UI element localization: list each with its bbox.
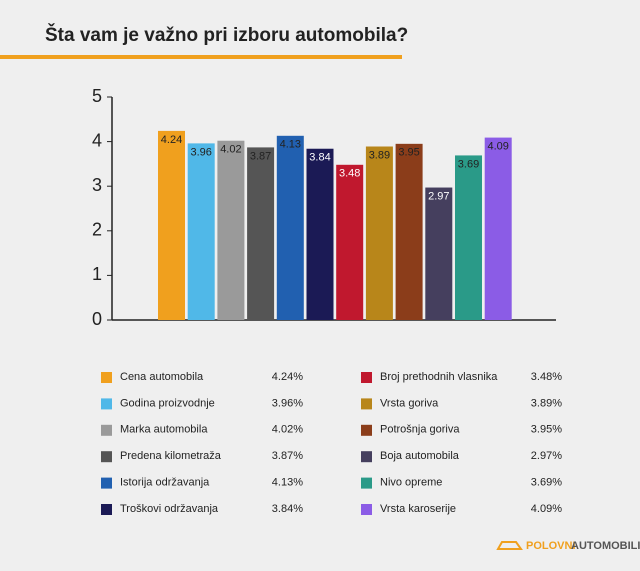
- y-tick-label: 0: [92, 309, 102, 329]
- legend-label: Istorija održavanja: [120, 477, 210, 489]
- legend-label: Troškovi održavanja: [120, 503, 219, 515]
- y-tick-label: 1: [92, 264, 102, 284]
- legend-label: Cena automobila: [120, 371, 204, 383]
- legend-label: Broj prethodnih vlasnika: [380, 371, 498, 383]
- legend-swatch: [101, 504, 112, 515]
- bar: [158, 130, 185, 320]
- legend-value: 3.95%: [531, 424, 562, 436]
- bar: [276, 135, 304, 320]
- legend-label: Vrsta goriva: [380, 397, 439, 409]
- legend-value: 2.97%: [531, 450, 562, 462]
- bar: [306, 148, 334, 320]
- logo: POLOVNI AUTOMOBILI: [496, 540, 640, 552]
- bar-value-label: 4.02: [220, 144, 241, 156]
- legend-value: 3.84%: [272, 503, 303, 515]
- legend-swatch: [361, 477, 372, 489]
- legend-value: 4.02%: [272, 424, 303, 436]
- logo-right: AUTOMOBILI: [571, 540, 640, 552]
- bar: [217, 140, 245, 320]
- title-underline: [0, 55, 402, 59]
- legend-value: 4.09%: [531, 503, 562, 515]
- legend-value: 3.48%: [531, 371, 562, 383]
- y-tick-label: 3: [92, 175, 102, 195]
- bar-value-label: 4.09: [487, 140, 508, 152]
- legend-value: 3.87%: [272, 450, 303, 462]
- legend-swatch: [361, 372, 372, 383]
- legend-value: 4.13%: [272, 477, 303, 489]
- legend-swatch: [361, 398, 372, 410]
- y-tick-label: 4: [92, 130, 102, 150]
- legend-swatch: [101, 451, 112, 463]
- legend-value: 3.89%: [531, 397, 562, 409]
- legend-label: Potrošnja goriva: [380, 424, 460, 436]
- bar: [365, 146, 393, 320]
- legend-swatch: [101, 477, 112, 489]
- legend-label: Marka automobila: [120, 424, 208, 436]
- y-tick-label: 5: [92, 86, 102, 106]
- bar-value-label: 2.97: [428, 190, 449, 202]
- bar-value-label: 3.69: [458, 158, 479, 170]
- bar-value-label: 3.96: [190, 146, 211, 158]
- bar-value-label: 3.89: [369, 149, 390, 161]
- legend-swatch: [361, 424, 372, 436]
- legend-value: 3.69%: [531, 477, 562, 489]
- legend-swatch: [361, 451, 372, 463]
- legend-swatch: [101, 372, 112, 383]
- bar-value-label: 3.48: [339, 168, 360, 180]
- bar-value-label: 3.95: [398, 147, 419, 159]
- chart-title: Šta vam je važno pri izboru automobila?: [45, 24, 408, 46]
- legend-value: 3.96%: [272, 397, 303, 409]
- bar-value-label: 4.24: [161, 134, 182, 146]
- legend-value: 4.24%: [272, 371, 303, 383]
- legend-label: Vrsta karoserije: [380, 503, 456, 515]
- legend-swatch: [361, 504, 372, 515]
- bar: [336, 164, 364, 320]
- legend-swatch: [101, 424, 112, 436]
- bar: [455, 155, 482, 320]
- bar-value-label: 3.84: [309, 152, 330, 164]
- logo-icon: [496, 541, 523, 550]
- bar-value-label: 4.13: [280, 139, 301, 151]
- legend-label: Predena kilometraža: [120, 450, 222, 462]
- bar: [484, 137, 512, 320]
- bar: [247, 147, 275, 320]
- bar: [395, 143, 423, 320]
- legend-swatch: [101, 398, 112, 410]
- bar: [187, 143, 215, 320]
- logo-left: POLOVNI: [526, 540, 576, 552]
- y-tick-label: 2: [92, 220, 102, 240]
- bar: [425, 187, 453, 320]
- legend-label: Nivo opreme: [380, 477, 442, 489]
- legend-label: Godina proizvodnje: [120, 397, 215, 409]
- bar-value-label: 3.87: [250, 150, 271, 162]
- legend-label: Boja automobila: [380, 450, 460, 462]
